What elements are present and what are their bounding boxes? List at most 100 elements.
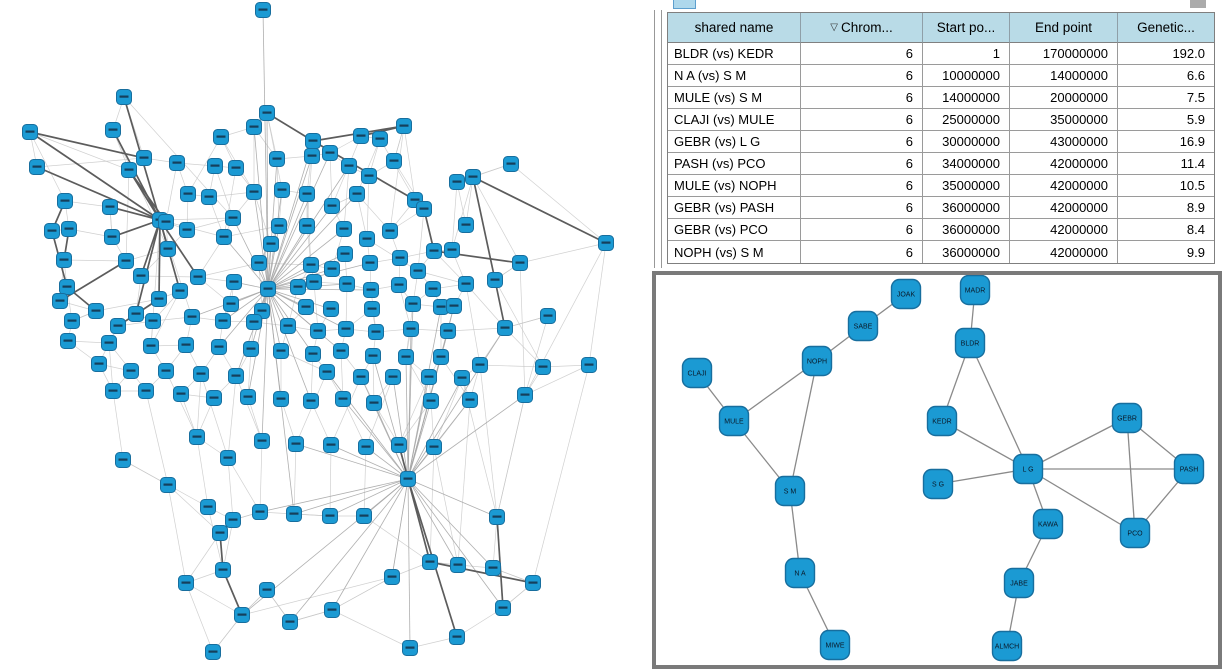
network-edge[interactable] <box>1027 417 1128 470</box>
network-node[interactable] <box>151 291 167 307</box>
network-node[interactable] <box>252 504 268 520</box>
network-edge[interactable] <box>313 281 319 332</box>
network-node[interactable] <box>286 506 302 522</box>
network-node[interactable] <box>178 575 194 591</box>
network-node[interactable] <box>158 214 174 230</box>
network-node[interactable] <box>226 274 242 290</box>
network-node[interactable] <box>91 356 107 372</box>
network-edge[interactable] <box>253 191 272 245</box>
network-node-jabe[interactable]: JABE <box>1003 567 1035 599</box>
network-edge[interactable] <box>222 519 234 571</box>
network-node[interactable] <box>158 363 174 379</box>
network-node[interactable] <box>306 274 322 290</box>
network-node[interactable] <box>243 341 259 357</box>
column-header-sharedname[interactable]: shared name <box>668 13 801 43</box>
network-edge[interactable] <box>479 364 498 518</box>
network-edge[interactable] <box>167 484 221 534</box>
network-edge[interactable] <box>267 155 313 290</box>
network-node[interactable] <box>386 153 402 169</box>
network-edge[interactable] <box>36 157 145 168</box>
network-node[interactable] <box>57 193 73 209</box>
network-node[interactable] <box>305 346 321 362</box>
network-node[interactable] <box>189 429 205 445</box>
network-node[interactable] <box>60 333 76 349</box>
network-node[interactable] <box>450 557 466 573</box>
network-node[interactable] <box>487 272 503 288</box>
network-node-joak[interactable]: JOAK <box>890 278 922 310</box>
network-edge[interactable] <box>158 219 161 300</box>
network-node[interactable] <box>440 323 456 339</box>
network-edge[interactable] <box>218 288 269 348</box>
network-edge[interactable] <box>293 478 409 515</box>
network-edge[interactable] <box>63 259 127 262</box>
network-edge[interactable] <box>259 440 263 513</box>
network-node[interactable] <box>178 337 194 353</box>
network-node[interactable] <box>246 184 262 200</box>
network-edge[interactable] <box>135 219 161 315</box>
network-node[interactable] <box>446 298 462 314</box>
network-node[interactable] <box>323 437 339 453</box>
network-node[interactable] <box>225 512 241 528</box>
network-edge[interactable] <box>227 457 234 521</box>
network-edge[interactable] <box>329 478 409 517</box>
network-node[interactable] <box>485 560 501 576</box>
scrollbar-block[interactable] <box>1190 0 1206 8</box>
network-node[interactable] <box>495 600 511 616</box>
network-node[interactable] <box>353 128 369 144</box>
network-edge[interactable] <box>588 242 607 366</box>
network-node[interactable] <box>396 118 412 134</box>
network-node[interactable] <box>335 391 351 407</box>
network-node[interactable] <box>324 602 340 618</box>
network-node[interactable] <box>392 250 408 266</box>
network-node[interactable] <box>64 313 80 329</box>
network-node[interactable] <box>193 366 209 382</box>
table-row[interactable]: NOPH (vs) S M 6 36000000 42000000 9.9 <box>668 241 1214 263</box>
network-node[interactable] <box>299 186 315 202</box>
network-edge[interactable] <box>140 275 199 278</box>
network-edge[interactable] <box>197 262 260 278</box>
network-edge[interactable] <box>479 364 544 368</box>
network-node[interactable] <box>426 243 442 259</box>
network-edge[interactable] <box>969 342 1029 470</box>
network-edge[interactable] <box>253 191 269 290</box>
network-edge[interactable] <box>36 166 161 221</box>
table-top-scrollbar[interactable] <box>650 0 1222 10</box>
network-node[interactable] <box>391 277 407 293</box>
network-edge[interactable] <box>407 478 411 649</box>
network-node[interactable] <box>172 283 188 299</box>
network-edge[interactable] <box>185 582 214 653</box>
network-node[interactable] <box>303 257 319 273</box>
network-node[interactable] <box>273 343 289 359</box>
table-row[interactable]: PASH (vs) PCO 6 34000000 42000000 11.4 <box>668 153 1214 175</box>
network-node[interactable] <box>280 318 296 334</box>
network-node-madr[interactable]: MADR <box>959 275 991 306</box>
network-node[interactable] <box>104 229 120 245</box>
network-edge[interactable] <box>223 236 269 290</box>
network-node[interactable] <box>211 339 227 355</box>
network-node[interactable] <box>228 160 244 176</box>
network-edge[interactable] <box>465 283 481 366</box>
network-edge[interactable] <box>29 131 130 171</box>
network-edge[interactable] <box>267 288 342 352</box>
network-node-gebr[interactable]: GEBR <box>1111 402 1143 434</box>
network-node[interactable] <box>364 301 380 317</box>
network-edge[interactable] <box>331 478 409 611</box>
network-node[interactable] <box>260 281 276 297</box>
network-node[interactable] <box>101 335 117 351</box>
network-edge[interactable] <box>329 444 332 517</box>
network-edge[interactable] <box>29 131 161 221</box>
network-edge[interactable] <box>331 576 393 611</box>
network-edge[interactable] <box>331 609 411 649</box>
table-row[interactable]: BLDR (vs) KEDR 6 1 170000000 192.0 <box>668 43 1214 65</box>
network-node[interactable] <box>403 321 419 337</box>
network-node-na[interactable]: N A <box>784 557 816 589</box>
network-edge[interactable] <box>519 242 607 264</box>
network-node[interactable] <box>52 293 68 309</box>
network-node[interactable] <box>246 119 262 135</box>
network-node[interactable] <box>454 370 470 386</box>
network-node[interactable] <box>337 246 353 262</box>
network-node[interactable] <box>400 471 416 487</box>
network-node[interactable] <box>458 276 474 292</box>
network-node[interactable] <box>385 369 401 385</box>
column-header-genetic[interactable]: Genetic... <box>1118 13 1214 43</box>
